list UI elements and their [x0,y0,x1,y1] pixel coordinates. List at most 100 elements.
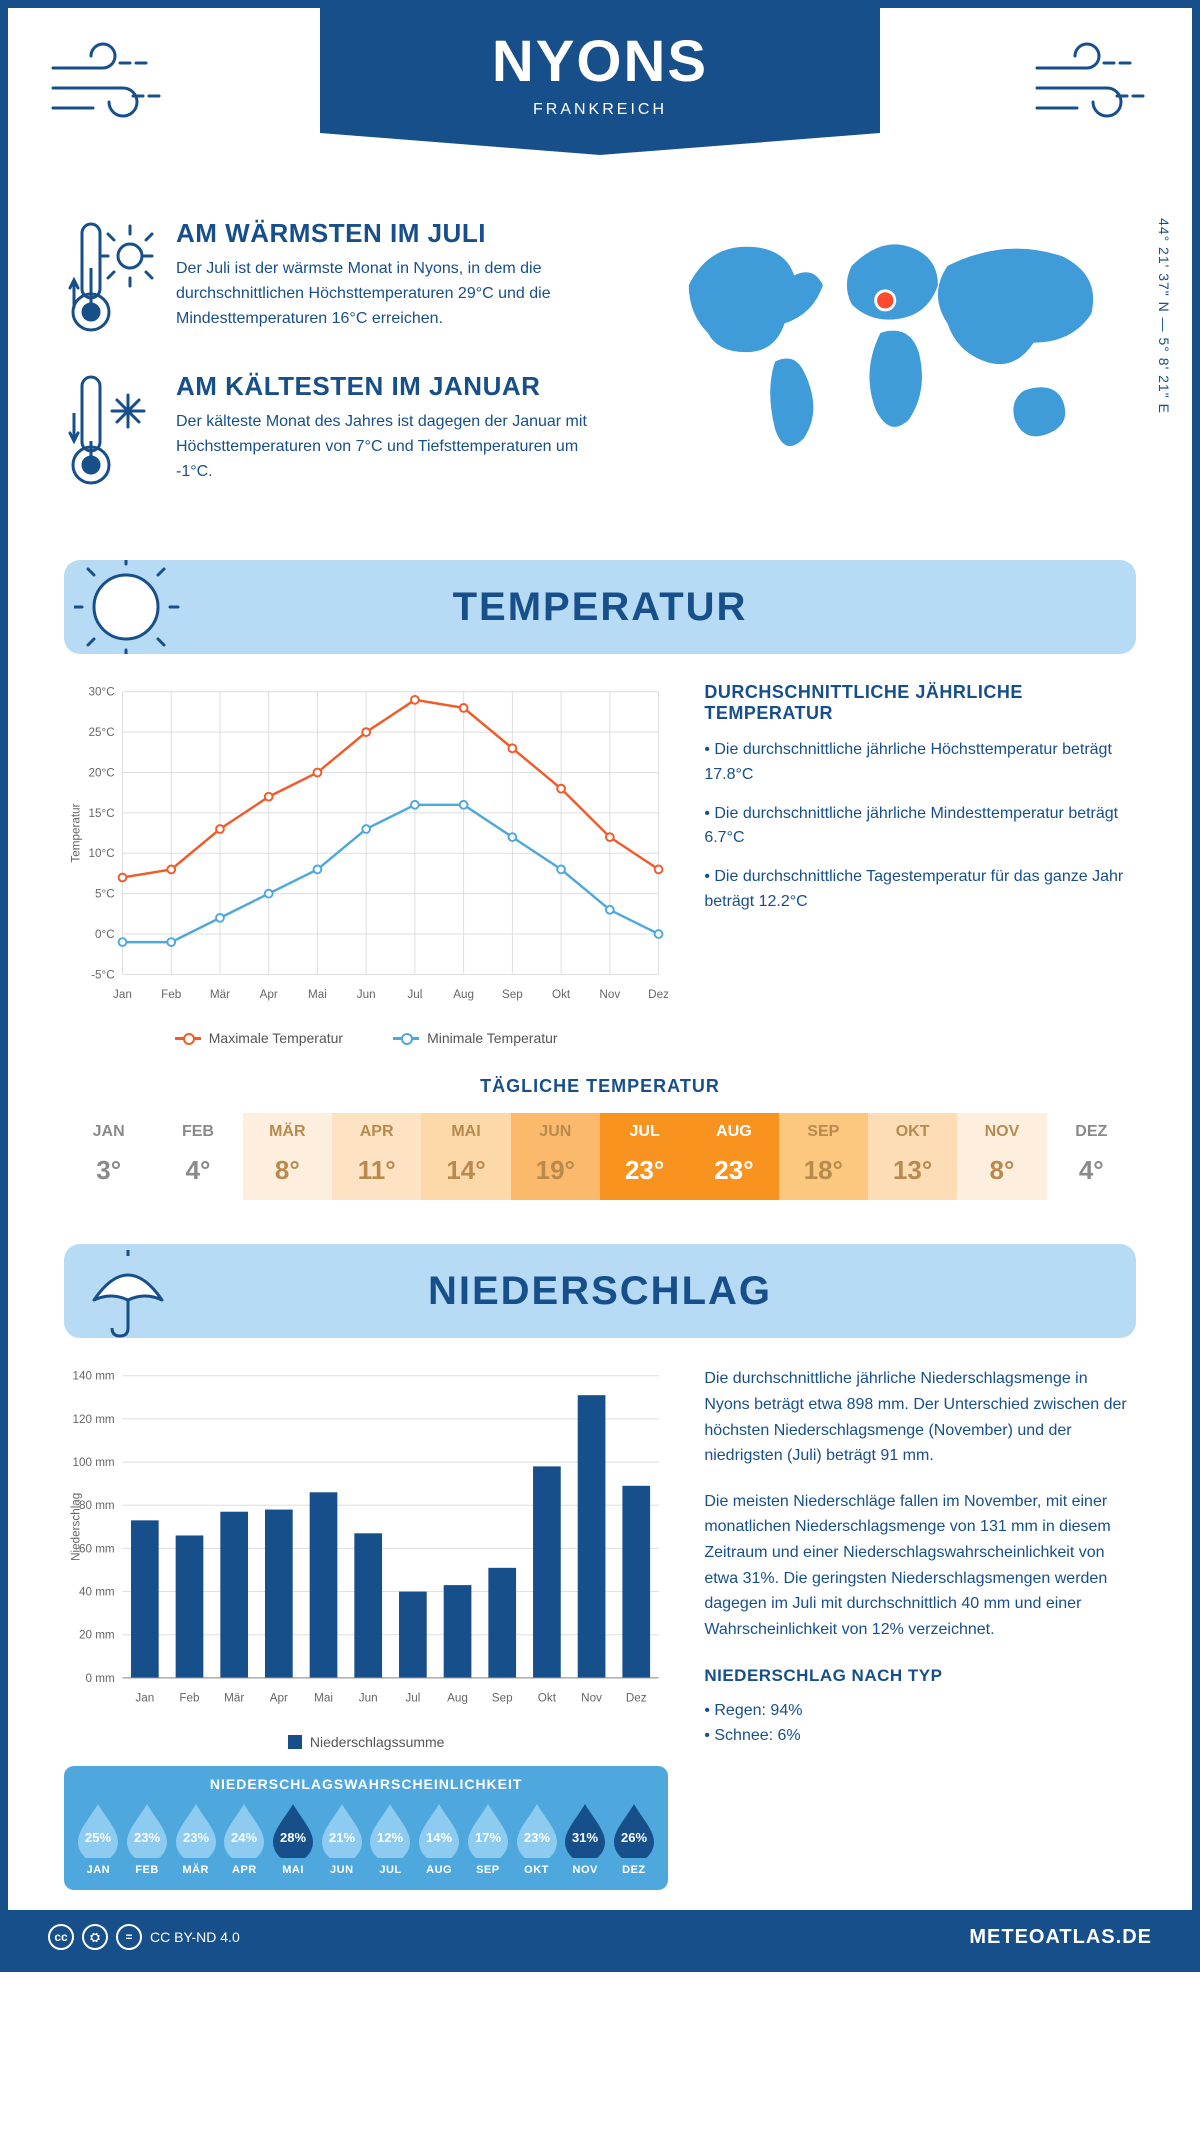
footer: cc ⛭ = CC BY-ND 4.0 METEOATLAS.DE [8,1910,1192,1964]
cc-nd-icon: = [116,1924,142,1950]
svg-text:5°C: 5°C [95,888,115,901]
svg-text:23%: 23% [134,1830,160,1845]
coordinates: 44° 21' 37" N — 5° 8' 21" E [1156,218,1172,414]
fact-coldest: AM KÄLTESTEN IM JANUAR Der kälteste Mona… [64,371,605,496]
svg-text:Jan: Jan [135,1692,154,1705]
svg-text:140 mm: 140 mm [72,1370,114,1383]
svg-text:Sep: Sep [502,988,523,1001]
svg-text:20 mm: 20 mm [79,1629,115,1642]
title-banner: NYONS FRANKREICH [320,8,880,133]
bullet: • Die durchschnittliche jährliche Mindes… [704,802,1136,852]
svg-text:Nov: Nov [599,988,620,1001]
daily-temp-cell: AUG23° [689,1113,778,1200]
daily-temp-cell: FEB4° [153,1113,242,1200]
daily-temp-title: TÄGLICHE TEMPERATUR [64,1076,1136,1097]
probability-drop: 26%DEZ [612,1802,657,1876]
intro-facts: AM WÄRMSTEN IM JULI Der Juli ist der wär… [64,218,605,524]
daily-temp-cell: MAI14° [421,1113,510,1200]
probability-drop: 23%FEB [125,1802,170,1876]
svg-text:Jul: Jul [405,1692,420,1705]
svg-text:Jun: Jun [357,988,376,1001]
svg-text:10°C: 10°C [89,847,115,860]
legend-max: Maximale Temperatur [209,1030,343,1046]
probability-drop: 14%AUG [417,1802,462,1876]
svg-text:14%: 14% [426,1830,452,1845]
svg-text:25%: 25% [85,1830,111,1845]
chart-legend: Maximale Temperatur Minimale Temperatur [64,1030,668,1046]
cc-by-icon: ⛭ [82,1924,108,1950]
svg-text:Niederschlag: Niederschlag [70,1493,83,1561]
svg-text:Aug: Aug [447,1692,468,1705]
svg-text:23%: 23% [524,1830,550,1845]
site-name: METEOATLAS.DE [969,1926,1152,1949]
svg-text:30°C: 30°C [89,686,115,699]
svg-text:15°C: 15°C [89,807,115,820]
legend-precip: Niederschlagssumme [310,1734,445,1750]
precipitation-text: Die durchschnittliche jährliche Niedersc… [704,1366,1136,1890]
wind-icon [48,38,168,128]
daily-temp-cell: JUL23° [600,1113,689,1200]
svg-text:Mai: Mai [314,1692,333,1705]
bullet: • Die durchschnittliche jährliche Höchst… [704,738,1136,788]
precipitation-section: NIEDERSCHLAG 0 mm20 mm40 mm60 mm80 mm100… [8,1244,1192,1890]
location-marker [876,291,895,310]
daily-temp-cell: MÄR8° [243,1113,332,1200]
svg-text:Mai: Mai [308,988,327,1001]
precip-type-item: • Regen: 94% [704,1698,1136,1724]
svg-text:12%: 12% [377,1830,403,1845]
svg-text:0°C: 0°C [95,928,115,941]
probability-drop: 25%JAN [76,1802,121,1876]
svg-text:80 mm: 80 mm [79,1500,115,1513]
thermometer-snowflake-icon [64,371,156,496]
daily-temp-cell: OKT13° [868,1113,957,1200]
svg-text:28%: 28% [280,1830,306,1845]
country-name: FRANKREICH [320,101,880,119]
summary-title: DURCHSCHNITTLICHE JÄHRLICHE TEMPERATUR [704,682,1136,724]
section-banner-precipitation: NIEDERSCHLAG [64,1244,1136,1338]
precip-type-title: NIEDERSCHLAG NACH TYP [704,1662,1136,1689]
svg-text:120 mm: 120 mm [72,1413,114,1426]
daily-temp-cell: JAN3° [64,1113,153,1200]
prob-title: NIEDERSCHLAGSWAHRSCHEINLICHKEIT [76,1776,656,1792]
svg-text:Jan: Jan [113,988,132,1001]
svg-text:Temperatur: Temperatur [70,803,83,862]
svg-text:17%: 17% [475,1830,501,1845]
daily-temp-cell: DEZ4° [1047,1113,1136,1200]
fact-title: AM KÄLTESTEN IM JANUAR [176,371,605,402]
fact-title: AM WÄRMSTEN IM JULI [176,218,605,249]
daily-temp-cell: NOV8° [957,1113,1046,1200]
section-title: TEMPERATUR [204,585,996,630]
temperature-summary: DURCHSCHNITTLICHE JÄHRLICHE TEMPERATUR •… [704,682,1136,1046]
precipitation-probability: NIEDERSCHLAGSWAHRSCHEINLICHKEIT 25%JAN23… [64,1766,668,1890]
svg-text:25°C: 25°C [89,726,115,739]
license: cc ⛭ = CC BY-ND 4.0 [48,1924,240,1950]
svg-text:Nov: Nov [581,1692,602,1705]
svg-text:0 mm: 0 mm [85,1672,114,1685]
precip-paragraph: Die durchschnittliche jährliche Niedersc… [704,1366,1136,1468]
svg-text:31%: 31% [572,1830,598,1845]
svg-text:23%: 23% [183,1830,209,1845]
header: NYONS FRANKREICH [8,8,1192,208]
svg-text:Jun: Jun [359,1692,378,1705]
svg-text:Aug: Aug [453,988,474,1001]
intro-section: AM WÄRMSTEN IM JULI Der Juli ist der wär… [8,218,1192,524]
probability-drop: 24%APR [222,1802,267,1876]
precipitation-chart: 0 mm20 mm40 mm60 mm80 mm100 mm120 mm140 … [64,1366,668,1750]
probability-drop: 31%NOV [563,1802,608,1876]
fact-text: Der kälteste Monat des Jahres ist dagege… [176,410,605,484]
svg-text:Jul: Jul [407,988,422,1001]
sun-icon [64,560,204,654]
svg-text:Apr: Apr [260,988,278,1001]
svg-text:-5°C: -5°C [91,968,115,981]
license-text: CC BY-ND 4.0 [150,1929,240,1945]
probability-drop: 12%JUL [368,1802,413,1876]
infographic-page: NYONS FRANKREICH AM WÄRMSTEN IM JULI Der… [0,0,1200,1972]
daily-temp-cell: JUN19° [511,1113,600,1200]
chart-legend: Niederschlagssumme [64,1734,668,1750]
svg-text:Dez: Dez [648,988,668,1001]
precip-type-item: • Schnee: 6% [704,1723,1136,1749]
svg-text:Feb: Feb [161,988,182,1001]
thermometer-sun-icon [64,218,156,343]
svg-text:20°C: 20°C [89,766,115,779]
svg-text:24%: 24% [231,1830,257,1845]
